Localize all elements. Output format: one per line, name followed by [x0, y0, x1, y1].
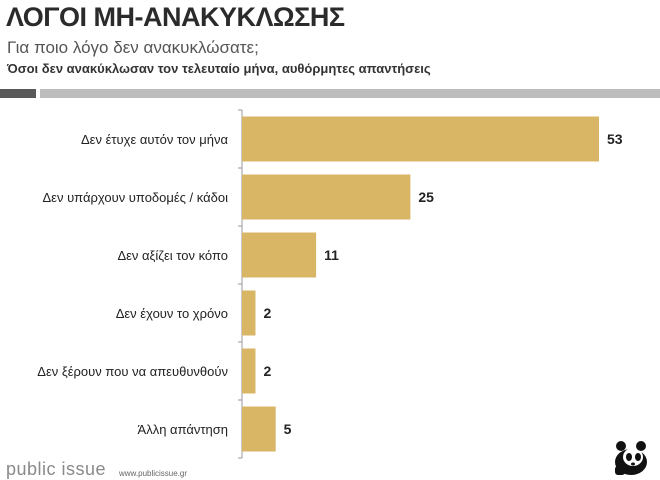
brand-logo-text: public issue: [6, 459, 107, 479]
category-label: Δεν υπάρχουν υποδομές / κάδοι: [42, 190, 228, 205]
page-title: ΛΟΓΟΙ ΜΗ-ΑΝΑΚΥΚΛΩΣΗΣ: [6, 2, 345, 32]
category-label: Δεν ξέρουν που να απευθυνθούν: [37, 364, 228, 379]
value-label: 11: [324, 247, 339, 263]
bar: [242, 290, 256, 336]
category-label: Δεν έτυχε αυτόν τον μήνα: [81, 132, 228, 147]
value-label: 2: [263, 305, 271, 321]
brand-url: www.publicissue.gr: [119, 469, 188, 478]
bar: [242, 174, 411, 220]
value-label: 2: [263, 363, 271, 379]
value-label: 5: [284, 421, 292, 437]
category-label: Άλλη απάντηση: [138, 422, 228, 437]
page-subtitle: Για ποιο λόγο δεν ανακυκλώσατε;: [7, 38, 259, 57]
header-rule-dark: [0, 89, 36, 98]
bar: [242, 232, 317, 278]
bar: [242, 116, 599, 162]
value-label: 53: [607, 131, 623, 147]
header-rule-light: [40, 89, 660, 98]
bar: [242, 406, 276, 452]
category-label: Δεν αξίζει τον κόπο: [117, 248, 228, 263]
value-label: 25: [418, 189, 434, 205]
category-label: Δεν έχουν το χρόνο: [116, 306, 228, 321]
bar: [242, 348, 256, 394]
panda-icon: [615, 441, 647, 475]
question-note: Όσοι δεν ανακύκλωσαν τον τελευταίο μήνα,…: [7, 61, 431, 76]
